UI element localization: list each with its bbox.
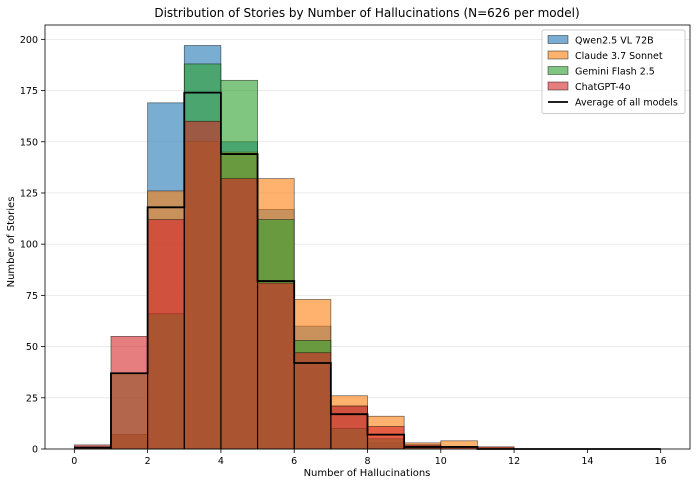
legend-swatch xyxy=(547,66,569,75)
legend-swatch xyxy=(547,81,569,91)
y-tick-label: 50 xyxy=(26,342,38,353)
legend-label: Qwen2.5 VL 72B xyxy=(575,36,654,47)
bar-chatgpt-4o xyxy=(147,219,185,450)
legend-label: Claude 3.7 Sonnet xyxy=(575,51,663,62)
y-tick-label: 200 xyxy=(20,35,38,46)
y-tick-label: 0 xyxy=(32,445,38,456)
legend: Qwen2.5 VL 72B Claude 3.7 Sonnet Gemini Fl… xyxy=(541,29,686,114)
bar-chatgpt-4o xyxy=(257,282,295,450)
x-tick-label: 2 xyxy=(145,456,151,467)
bar-chatgpt-4o xyxy=(367,426,405,450)
bars-layer xyxy=(73,45,515,450)
legend-box xyxy=(541,29,686,114)
y-tick-label: 25 xyxy=(26,393,38,404)
x-tick-label: 14 xyxy=(581,456,593,467)
x-tick-label: 8 xyxy=(364,456,370,467)
bar-chatgpt-4o xyxy=(330,405,368,450)
chart-title: Distribution of Stories by Number of Hal… xyxy=(154,6,579,20)
legend-label: ChatGPT-4o xyxy=(575,82,631,93)
legend-swatch xyxy=(547,50,569,60)
ticks-layer: 0 2 4 6 8 10 12 14 16 0 25 50 75 100 125 150 175 200 xyxy=(20,35,667,467)
y-tick-label: 150 xyxy=(20,137,38,148)
legend-label: Average of all models xyxy=(575,98,678,109)
x-tick-label: 0 xyxy=(71,456,77,467)
legend-label: Gemini Flash 2.5 xyxy=(575,67,655,78)
x-tick-label: 16 xyxy=(655,456,667,467)
y-tick-label: 175 xyxy=(20,86,38,97)
x-tick-label: 6 xyxy=(291,456,297,467)
bar-chatgpt-4o xyxy=(110,335,148,450)
x-tick-label: 10 xyxy=(435,456,447,467)
x-tick-label: 4 xyxy=(218,456,224,467)
legend-swatch xyxy=(547,35,569,44)
y-axis-label: Number of Stories xyxy=(6,197,17,288)
bar-chatgpt-4o xyxy=(183,120,222,450)
x-axis-label: Number of Hallucinations xyxy=(304,468,431,479)
x-tick-label: 12 xyxy=(508,456,520,467)
y-tick-label: 100 xyxy=(20,240,38,251)
y-tick-label: 125 xyxy=(20,188,38,199)
bar-chatgpt-4o xyxy=(220,178,258,450)
bar-chatgpt-4o xyxy=(293,352,332,450)
y-tick-label: 75 xyxy=(26,291,38,302)
